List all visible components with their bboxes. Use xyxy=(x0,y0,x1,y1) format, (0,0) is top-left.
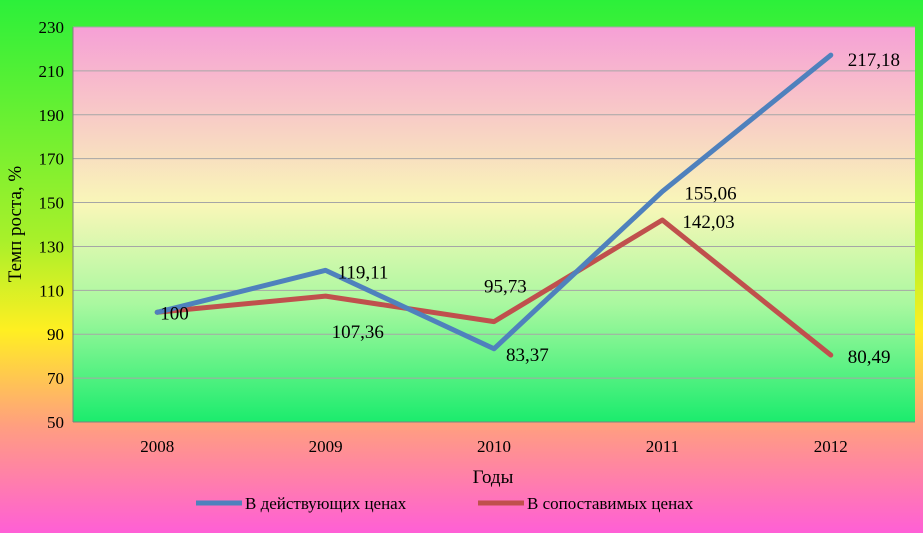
y-tick-label: 70 xyxy=(47,369,64,388)
series-lines xyxy=(154,52,834,358)
y-tick-label: 90 xyxy=(47,325,64,344)
y-tick-label: 190 xyxy=(39,106,65,125)
x-tick-label: 2011 xyxy=(646,437,679,456)
axes xyxy=(72,27,915,423)
x-axis-title: Годы xyxy=(473,467,514,488)
y-tick-label: 170 xyxy=(39,150,65,169)
y-tick-label: 110 xyxy=(39,281,64,300)
data-label: 107,36 xyxy=(332,322,384,343)
series-line-1 xyxy=(154,52,834,352)
data-label: 155,06 xyxy=(684,183,736,204)
y-axis-title: Темп роста, % xyxy=(5,166,26,283)
y-tick-label: 130 xyxy=(39,237,65,256)
x-tick-label: 2010 xyxy=(477,437,511,456)
series-line-2 xyxy=(154,217,834,358)
data-label: 83,37 xyxy=(506,345,549,366)
data-label: 95,73 xyxy=(484,277,527,298)
x-tick-label: 2008 xyxy=(140,437,174,456)
data-label: 119,11 xyxy=(338,262,389,283)
legend-label-series-1: В действующих ценах xyxy=(245,494,407,513)
x-tick-label: 2009 xyxy=(309,437,343,456)
y-tick-label: 50 xyxy=(47,413,64,432)
data-label: 217,18 xyxy=(848,50,900,71)
data-label: 80,49 xyxy=(848,347,891,368)
x-tick-label: 2012 xyxy=(814,437,848,456)
plot-area xyxy=(73,27,915,422)
y-tick-label: 150 xyxy=(39,194,65,213)
data-labels: 100 119,11 83,37 155,06 217,18 107,36 95,73 142… xyxy=(160,50,900,368)
legend-label-series-2: В сопоставимых ценах xyxy=(527,494,694,513)
x-axis-ticks: 2008 2009 2010 2011 2012 xyxy=(140,437,848,456)
data-label: 142,03 xyxy=(682,212,734,233)
data-label: 100 xyxy=(160,303,189,324)
legend: В действующих ценах В сопоставимых ценах xyxy=(196,494,694,513)
y-tick-label: 230 xyxy=(39,18,65,37)
y-tick-label: 210 xyxy=(39,62,65,81)
y-axis-ticks: 50 70 90 110 130 150 170 190 210 230 xyxy=(39,18,65,432)
gridlines xyxy=(73,26,915,379)
